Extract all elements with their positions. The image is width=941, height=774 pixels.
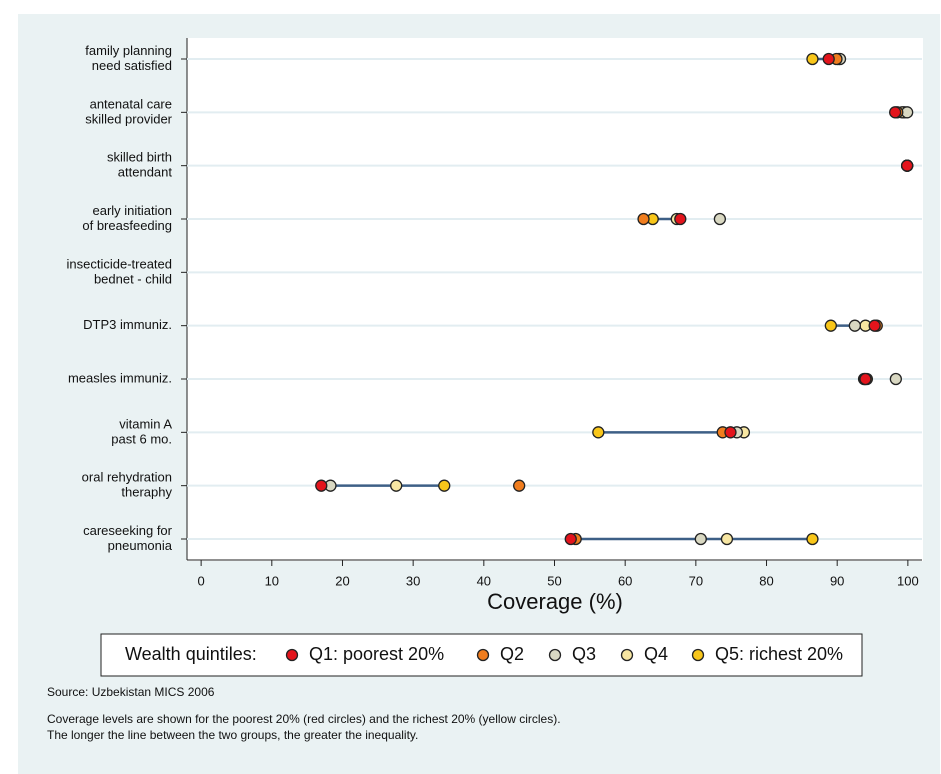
y-tick-label: pneumonia bbox=[108, 538, 173, 553]
dot bbox=[713, 212, 727, 226]
dot bbox=[390, 479, 403, 492]
dot bbox=[806, 52, 819, 66]
y-tick-label: measles immuniz. bbox=[68, 370, 172, 385]
legend-box bbox=[100, 633, 863, 677]
y-tick-label: need satisfied bbox=[92, 58, 172, 73]
legend-label: Q2 bbox=[500, 644, 524, 664]
dot bbox=[315, 479, 328, 492]
x-tick-label: 50 bbox=[547, 573, 561, 588]
y-tick-label: vitamin A bbox=[119, 416, 172, 431]
dot bbox=[674, 212, 687, 226]
x-axis-label: Coverage (%) bbox=[487, 589, 623, 614]
y-tick-label: antenatal care bbox=[90, 96, 172, 111]
y-tick-label: early initiation bbox=[93, 203, 173, 218]
dot bbox=[637, 212, 650, 226]
y-tick-label: of breasfeeding bbox=[82, 218, 172, 233]
x-tick-label: 10 bbox=[265, 573, 279, 588]
dot bbox=[859, 372, 872, 386]
dot bbox=[724, 426, 737, 439]
x-tick-label: 90 bbox=[830, 573, 844, 588]
legend-label: Q5: richest 20% bbox=[715, 644, 843, 664]
dot bbox=[822, 52, 835, 66]
y-tick-label: attendant bbox=[118, 165, 173, 180]
source: Source: Uzbekistan MICS 2006 bbox=[47, 685, 215, 699]
dot bbox=[513, 479, 526, 492]
dot bbox=[868, 319, 881, 332]
y-tick-label: theraphy bbox=[121, 485, 172, 500]
dot bbox=[564, 532, 577, 546]
dot bbox=[806, 532, 819, 546]
y-tick-label: skilled birth bbox=[107, 150, 172, 165]
y-tick-label: careseeking for bbox=[83, 523, 173, 538]
y-tick-label: past 6 mo. bbox=[111, 431, 172, 446]
dot bbox=[848, 319, 862, 332]
dot bbox=[720, 532, 734, 546]
dot bbox=[592, 426, 605, 439]
x-tick-label: 40 bbox=[477, 573, 491, 588]
dot bbox=[901, 159, 914, 172]
y-tick-label: family planning bbox=[85, 43, 172, 58]
x-tick-label: 70 bbox=[689, 573, 703, 588]
x-tick-label: 80 bbox=[759, 573, 773, 588]
legend-title: Wealth quintiles: bbox=[125, 644, 257, 664]
y-tick-label: bednet - child bbox=[94, 271, 172, 286]
legend-label: Q4 bbox=[644, 644, 668, 664]
plot-area bbox=[187, 38, 923, 561]
x-tick-label: 20 bbox=[335, 573, 349, 588]
dot bbox=[889, 372, 903, 386]
legend-marker bbox=[620, 648, 634, 662]
legend-marker bbox=[285, 648, 299, 662]
y-tick-label: DTP3 immuniz. bbox=[83, 317, 172, 332]
dot bbox=[694, 532, 707, 546]
y-tick-label: skilled provider bbox=[85, 111, 172, 126]
legend-label: Q1: poorest 20% bbox=[309, 644, 444, 664]
dot bbox=[888, 106, 902, 119]
note: Coverage levels are shown for the poores… bbox=[47, 712, 561, 726]
legend-marker bbox=[476, 648, 490, 662]
x-tick-label: 100 bbox=[897, 573, 919, 588]
y-tick-label: oral rehydration bbox=[82, 470, 172, 485]
x-tick-label: 0 bbox=[198, 573, 205, 588]
y-tick-label: insecticide-treated bbox=[67, 256, 173, 271]
legend-marker bbox=[548, 648, 562, 662]
legend-label: Q3 bbox=[572, 644, 596, 664]
legend-marker bbox=[691, 648, 705, 662]
x-tick-label: 60 bbox=[618, 573, 632, 588]
note: The longer the line between the two grou… bbox=[47, 728, 418, 742]
x-tick-label: 30 bbox=[406, 573, 420, 588]
dot bbox=[438, 479, 451, 492]
dot bbox=[824, 319, 837, 332]
